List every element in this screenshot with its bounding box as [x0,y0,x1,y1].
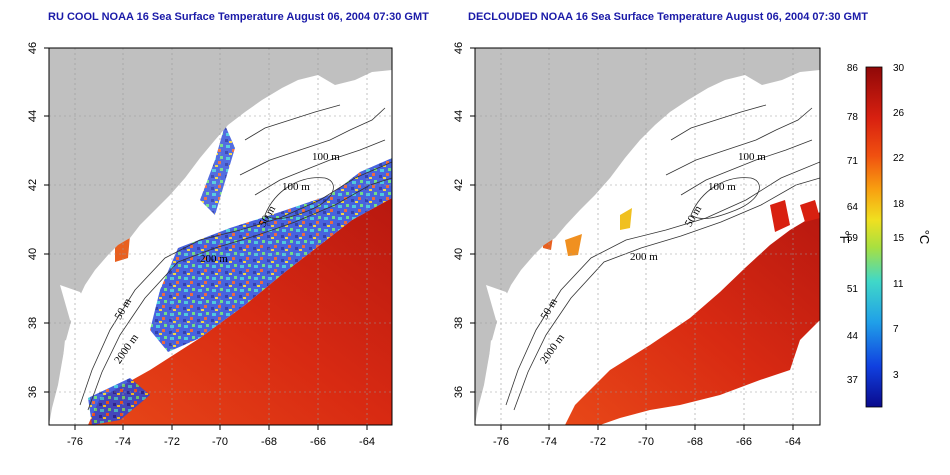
svg-text:40: 40 [27,248,39,260]
svg-text:36: 36 [27,386,39,398]
left-map-title: RU COOL NOAA 16 Sea Surface Temperature … [48,11,429,23]
warm-water-region [565,212,820,425]
svg-text:46: 46 [453,42,465,54]
svg-text:40: 40 [453,248,465,260]
svg-text:42: 42 [27,179,39,191]
svg-text:-64: -64 [359,436,375,448]
svg-text:37: 37 [847,375,859,386]
right-y-axis: 36 38 40 42 44 46 [453,42,475,398]
svg-text:-72: -72 [164,436,180,448]
left-x-axis: -76 -74 -72 -70 -68 -66 -64 [67,425,375,448]
svg-text:36: 36 [453,386,465,398]
svg-text:38: 38 [453,317,465,329]
svg-text:38: 38 [27,317,39,329]
svg-text:-76: -76 [67,436,83,448]
svg-text:44: 44 [27,110,39,122]
svg-text:44: 44 [453,110,465,122]
svg-text:-64: -64 [785,436,801,448]
svg-text:86: 86 [847,63,859,74]
bathymetry-contours [505,104,820,411]
svg-text:71: 71 [847,156,859,167]
left-map: 100 m 100 m 50 m 200 m 50 m 2000 m [49,48,392,425]
right-x-axis: -76 -74 -72 -70 -68 -66 -64 [493,425,801,448]
contour-label: 100 m [738,151,766,163]
right-map-frame [474,47,821,426]
celsius-unit: °C [917,230,932,245]
svg-text:59: 59 [847,233,859,244]
temperature-colorbar: 86 78 71 64 59 51 44 37 30 26 22 18 15 1… [837,63,932,408]
svg-text:30: 30 [893,63,905,74]
svg-text:-72: -72 [590,436,606,448]
contour-label: 200 m [630,251,658,263]
svg-text:3: 3 [893,370,899,381]
svg-text:7: 7 [893,324,899,335]
svg-text:26: 26 [893,108,905,119]
svg-text:78: 78 [847,112,859,123]
svg-text:51: 51 [847,284,859,295]
contour-label: 100 m [708,181,736,193]
svg-text:42: 42 [453,179,465,191]
svg-text:46: 46 [27,42,39,54]
land-mass [475,48,820,425]
svg-text:-74: -74 [115,436,131,448]
svg-text:-68: -68 [261,436,277,448]
svg-text:44: 44 [847,331,859,342]
svg-text:-66: -66 [310,436,326,448]
grid-lines [49,48,392,425]
left-y-axis: 36 38 40 42 44 46 [27,42,49,398]
svg-text:18: 18 [893,199,905,210]
contour-label: 100 m [282,181,310,193]
svg-text:-70: -70 [212,436,228,448]
warm-water-region [88,198,392,425]
svg-text:-74: -74 [541,436,557,448]
right-map: 100 m 100 m 50 m 200 m 50 m 2000 m [475,48,820,425]
contour-label: 200 m [200,253,228,265]
svg-text:11: 11 [893,279,904,290]
right-map-title: DECLOUDED NOAA 16 Sea Surface Temperatur… [468,11,868,23]
fahrenheit-unit: °F [837,230,852,243]
svg-text:64: 64 [847,202,859,213]
svg-text:-70: -70 [638,436,654,448]
svg-text:22: 22 [893,153,905,164]
svg-text:15: 15 [893,233,905,244]
land-mass [49,48,392,425]
bathymetry-contours [79,104,392,411]
svg-text:-76: -76 [493,436,509,448]
svg-text:-68: -68 [687,436,703,448]
contour-label: 100 m [312,151,340,163]
svg-text:-66: -66 [736,436,752,448]
